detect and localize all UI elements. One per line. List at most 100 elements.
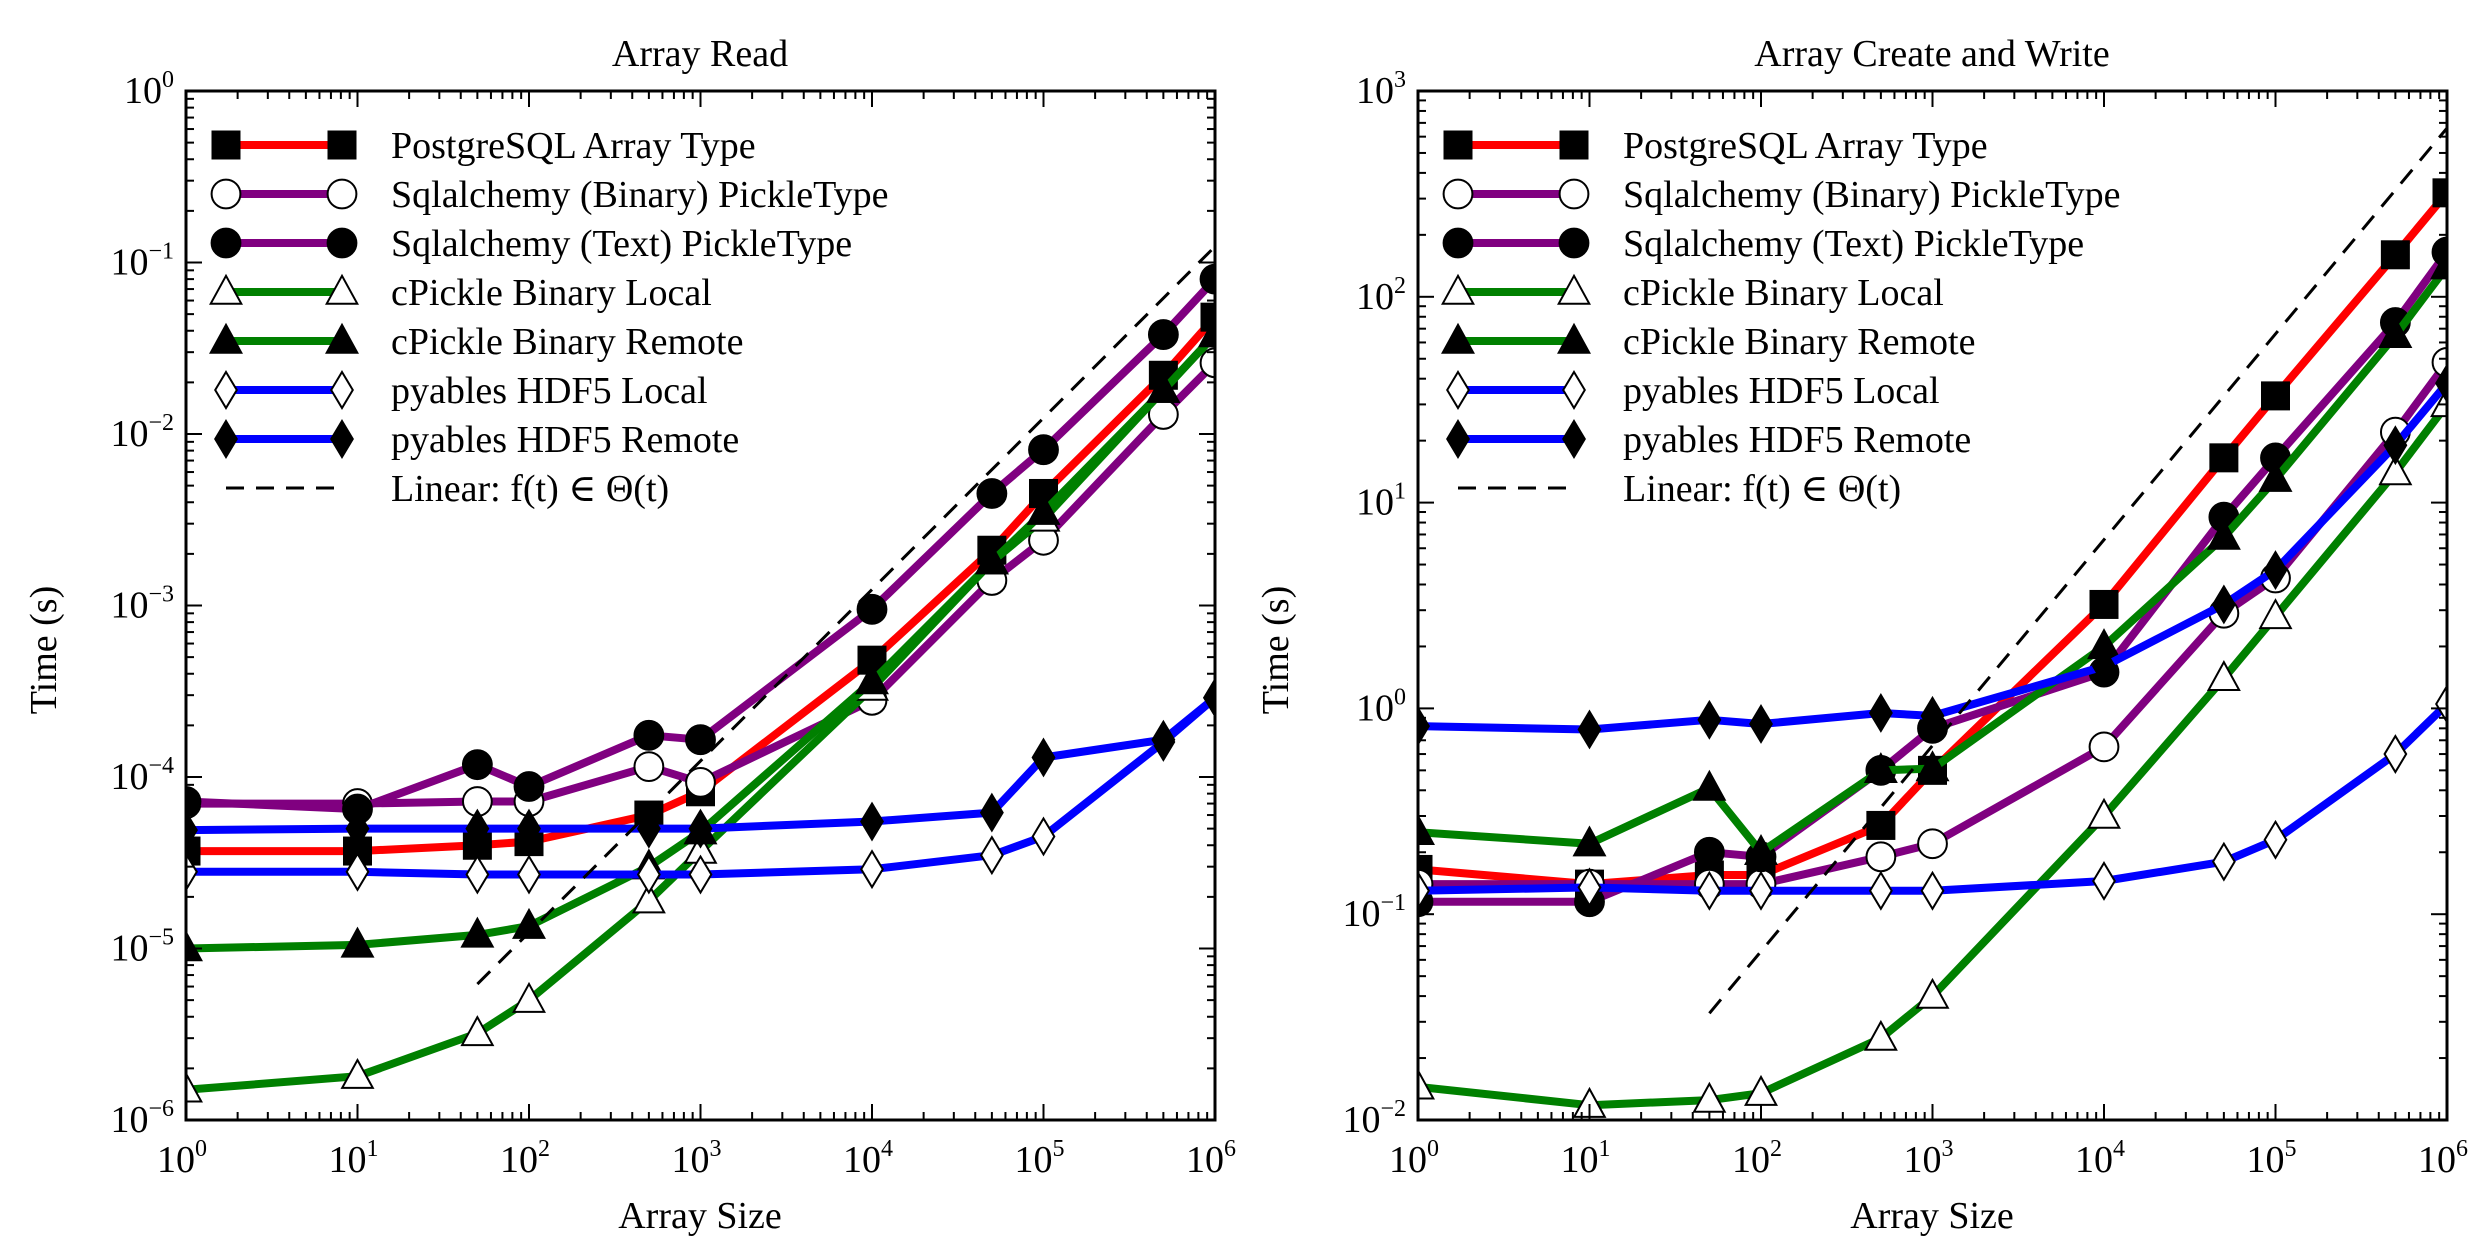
data-point — [979, 835, 1004, 876]
data-point — [1744, 833, 1778, 865]
legend-marker — [327, 130, 357, 160]
legend-marker — [1446, 419, 1470, 459]
data-point — [1693, 836, 1725, 868]
data-point — [2383, 425, 2408, 466]
x-tick-label: 101 — [1561, 1136, 1611, 1181]
data-point — [1915, 977, 1950, 1009]
data-point — [974, 543, 1009, 575]
legend-marker — [1562, 419, 1586, 459]
legend-entry-4: cPickle Binary Remote — [1441, 321, 1975, 363]
chart-title: Array Read — [612, 33, 788, 75]
legend-marker — [209, 322, 243, 354]
data-point — [2380, 240, 2410, 270]
legend-marker — [214, 419, 238, 459]
y-tick-label: 103 — [1356, 67, 1406, 112]
data-point — [688, 808, 713, 849]
y-tick-label: 10−6 — [110, 1096, 174, 1141]
data-point — [1418, 814, 1435, 846]
legend-marker — [1562, 370, 1586, 410]
x-tick-label: 103 — [672, 1136, 722, 1181]
x-tick-label: 102 — [500, 1136, 550, 1181]
data-point — [2089, 589, 2119, 619]
data-point — [1577, 867, 1602, 908]
data-point — [345, 851, 370, 892]
data-point — [517, 808, 541, 849]
legend-marker — [214, 370, 238, 410]
data-point — [1692, 769, 1727, 801]
data-point — [2206, 660, 2241, 692]
series-5 — [1418, 684, 2447, 911]
data-point — [860, 849, 884, 890]
series-3 — [1418, 386, 2447, 1118]
legend-marker — [211, 130, 241, 160]
legend-marker — [1557, 273, 1591, 305]
legend-marker — [1558, 178, 1590, 210]
data-point — [1031, 737, 1056, 778]
y-tick-label: 10−4 — [110, 753, 174, 798]
data-point — [1697, 870, 1722, 911]
data-point — [1418, 1068, 1435, 1100]
data-point — [1577, 709, 1602, 750]
x-tick-label: 100 — [157, 1136, 207, 1181]
legend-marker — [1442, 178, 1474, 210]
data-point — [2383, 734, 2408, 775]
data-point — [2092, 861, 2116, 901]
data-point — [2258, 460, 2293, 492]
series-2 — [186, 263, 1215, 825]
data-point — [855, 663, 889, 695]
data-point — [631, 882, 666, 914]
legend-marker — [1557, 322, 1591, 354]
series-line — [1708, 127, 2447, 1015]
data-point — [2263, 550, 2288, 591]
legend-entry-7: Linear: f(t) ∈ Θ(t) — [1458, 468, 1901, 510]
ticks-layer: 100 101 102 103 104 105 106 10−6 10−5 10−4 10−3 10−… — [110, 67, 1236, 1181]
legend-entry-4: cPickle Binary Remote — [209, 321, 743, 363]
legend-marker — [1446, 370, 1470, 410]
legend-label: PostgreSQL Array Type — [391, 125, 756, 167]
data-point — [460, 916, 495, 948]
series-4 — [1418, 248, 2447, 865]
legend-entry-1: Sqlalchemy (Binary) PickleType — [1442, 174, 2121, 216]
data-point — [1749, 870, 1773, 911]
data-point — [1697, 699, 1722, 740]
legend-label: Sqlalchemy (Text) PickleType — [391, 223, 852, 265]
data-point — [1692, 1081, 1727, 1113]
legend: PostgreSQL Array Type Sqlalchemy (Binary)… — [1441, 125, 2121, 510]
x-tick-label: 105 — [1015, 1136, 1065, 1181]
data-point — [2258, 598, 2293, 630]
legend-entry-2: Sqlalchemy (Text) PickleType — [210, 223, 852, 265]
legend-label: cPickle Binary Remote — [1623, 321, 1975, 363]
legend-marker — [326, 227, 358, 259]
legend-marker — [325, 273, 359, 305]
data-point — [2092, 646, 2116, 687]
series-7 — [476, 245, 1215, 986]
x-tick-label: 101 — [329, 1136, 379, 1181]
legend-label: Sqlalchemy (Binary) PickleType — [391, 174, 889, 216]
legend-entry-5: pyables HDF5 Local — [214, 370, 708, 412]
data-point — [340, 1057, 375, 1089]
data-point — [1863, 1019, 1898, 1051]
data-point — [636, 808, 661, 849]
y-tick-label: 100 — [1356, 684, 1406, 729]
data-point — [2211, 584, 2236, 625]
chart-array-create-and-write: Array Create and Write Array Size Time (… — [1255, 33, 2468, 1237]
x-axis-label: Array Size — [618, 1195, 782, 1237]
data-point — [2430, 248, 2447, 280]
legend-label: cPickle Binary Remote — [391, 321, 743, 363]
data-point — [2206, 518, 2241, 550]
x-tick-label: 106 — [2418, 1136, 2468, 1181]
data-point — [512, 907, 546, 939]
legend-marker — [1442, 227, 1474, 259]
data-point — [2378, 317, 2413, 349]
data-point — [1866, 810, 1896, 840]
data-point — [1749, 704, 1773, 744]
y-tick-label: 100 — [124, 67, 174, 112]
data-point — [345, 808, 370, 849]
series-6 — [1418, 363, 2447, 750]
legend-label: pyables HDF5 Remote — [391, 419, 739, 461]
legend-marker — [326, 178, 358, 210]
legend-label: Sqlalchemy (Binary) PickleType — [1623, 174, 2121, 216]
legend-entry-6: pyables HDF5 Remote — [1446, 419, 1971, 461]
